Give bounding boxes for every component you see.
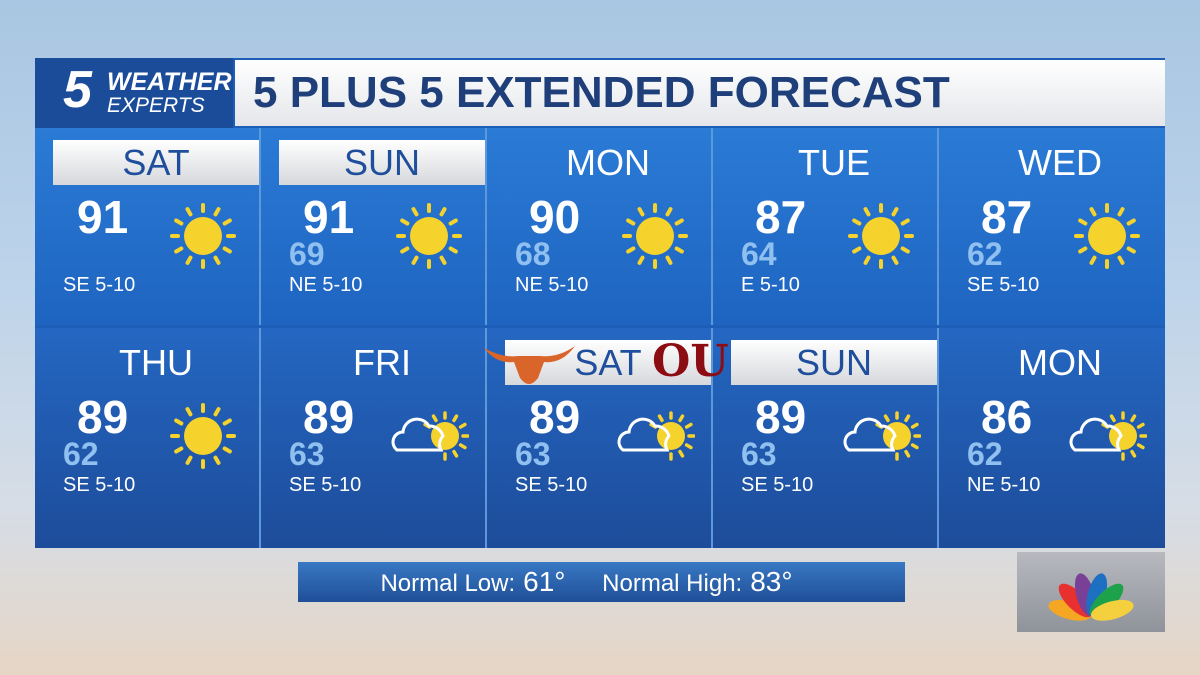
day-label: MON: [566, 142, 650, 183]
high-temp: 89: [755, 391, 807, 443]
forecast-day-cell: SAT 91 SE 5-10: [35, 128, 261, 325]
partly-cloudy-icon: [1067, 396, 1148, 476]
high-temp: 86: [981, 391, 1033, 443]
forecast-day-cell: SUN 89 63 SE 5-10: [713, 328, 939, 548]
day-label: SUN: [279, 140, 485, 185]
high-temp: 87: [755, 191, 807, 243]
low-temp: 63: [515, 436, 551, 472]
low-temp: 69: [289, 236, 325, 272]
partly-cloudy-icon: [389, 396, 470, 476]
normal-low-value: 61°: [523, 566, 566, 597]
forecast-day-cell: WED 87 62 SE 5-10: [939, 128, 1165, 325]
forecast-day-cell: THU 89 62 SE 5-10: [35, 328, 261, 548]
normals-bar: Normal Low: 61° Normal High: 83°: [298, 562, 905, 602]
logo-number: 5: [63, 61, 92, 119]
high-temp: 89: [77, 391, 129, 443]
station-logo: 5 WEATHER EXPERTS: [35, 58, 233, 128]
high-temp: 91: [77, 191, 129, 243]
low-temp: 62: [967, 436, 1003, 472]
forecast-day-cell: MON 86 62 NE 5-10: [939, 328, 1165, 548]
day-label: FRI: [353, 342, 411, 383]
normal-high-value: 83°: [750, 566, 793, 597]
logo-line2: EXPERTS: [107, 94, 205, 117]
low-temp: 64: [741, 236, 777, 272]
longhorn-logo: [482, 342, 577, 397]
high-temp: 87: [981, 191, 1033, 243]
forecast-day-cell: SAT 89 63 SE 5-10 OU: [484, 328, 729, 548]
ou-logo: OU: [652, 336, 729, 387]
day-label: SUN: [731, 340, 937, 385]
wind: NE 5-10: [289, 274, 363, 296]
wind: SE 5-10: [289, 474, 362, 496]
page-title: 5 PLUS 5 EXTENDED FORECAST: [235, 60, 1165, 126]
sun-icon: [841, 196, 921, 276]
nbc-peacock-logo: [1017, 552, 1165, 632]
forecast-day-cell: FRI 89 63 SE 5-10: [261, 328, 487, 548]
sun-icon: [163, 196, 243, 276]
low-temp: 63: [289, 436, 325, 472]
day-label: SAT: [53, 140, 259, 185]
high-temp: 89: [303, 391, 355, 443]
sun-icon: [389, 196, 469, 276]
logo-line1: WEATHER: [107, 68, 232, 96]
wind: SE 5-10: [63, 274, 136, 296]
wind: SE 5-10: [515, 474, 588, 496]
forecast-day-cell: SUN 91 69 NE 5-10: [261, 128, 487, 325]
wind: NE 5-10: [967, 474, 1041, 496]
forecast-day-cell: TUE 87 64 E 5-10: [713, 128, 939, 325]
low-temp: 63: [741, 436, 777, 472]
sun-icon: [1067, 196, 1147, 276]
day-label: TUE: [798, 142, 870, 183]
forecast-panel: 5 WEATHER EXPERTS 5 PLUS 5 EXTENDED FORE…: [35, 58, 1165, 548]
low-temp: 68: [515, 236, 551, 272]
wind: SE 5-10: [741, 474, 814, 496]
partly-cloudy-icon: [615, 396, 696, 476]
low-temp: 62: [967, 236, 1003, 272]
normal-low-label: Normal Low:: [380, 570, 516, 597]
sun-icon: [615, 196, 695, 276]
forecast-row-1: SAT 91 SE 5-10 SUN 91 69 NE 5-10 MON 90 …: [35, 128, 1165, 325]
high-temp: 90: [529, 191, 581, 243]
high-temp: 91: [303, 191, 355, 243]
forecast-day-cell: MON 90 68 NE 5-10: [487, 128, 713, 325]
day-label: MON: [1018, 342, 1102, 383]
wind: E 5-10: [741, 274, 800, 296]
high-temp: 89: [529, 391, 581, 443]
partly-cloudy-icon: [841, 396, 922, 476]
day-label: WED: [1018, 142, 1102, 183]
wind: NE 5-10: [515, 274, 589, 296]
wind: SE 5-10: [63, 474, 136, 496]
day-label: THU: [119, 342, 193, 383]
low-temp: 62: [63, 436, 99, 472]
forecast-row-2: THU 89 62 SE 5-10 FRI 89 63 SE 5-10 SAT …: [35, 328, 1165, 548]
wind: SE 5-10: [967, 274, 1040, 296]
normal-high-label: Normal High:: [602, 570, 743, 597]
sun-icon: [163, 396, 243, 476]
